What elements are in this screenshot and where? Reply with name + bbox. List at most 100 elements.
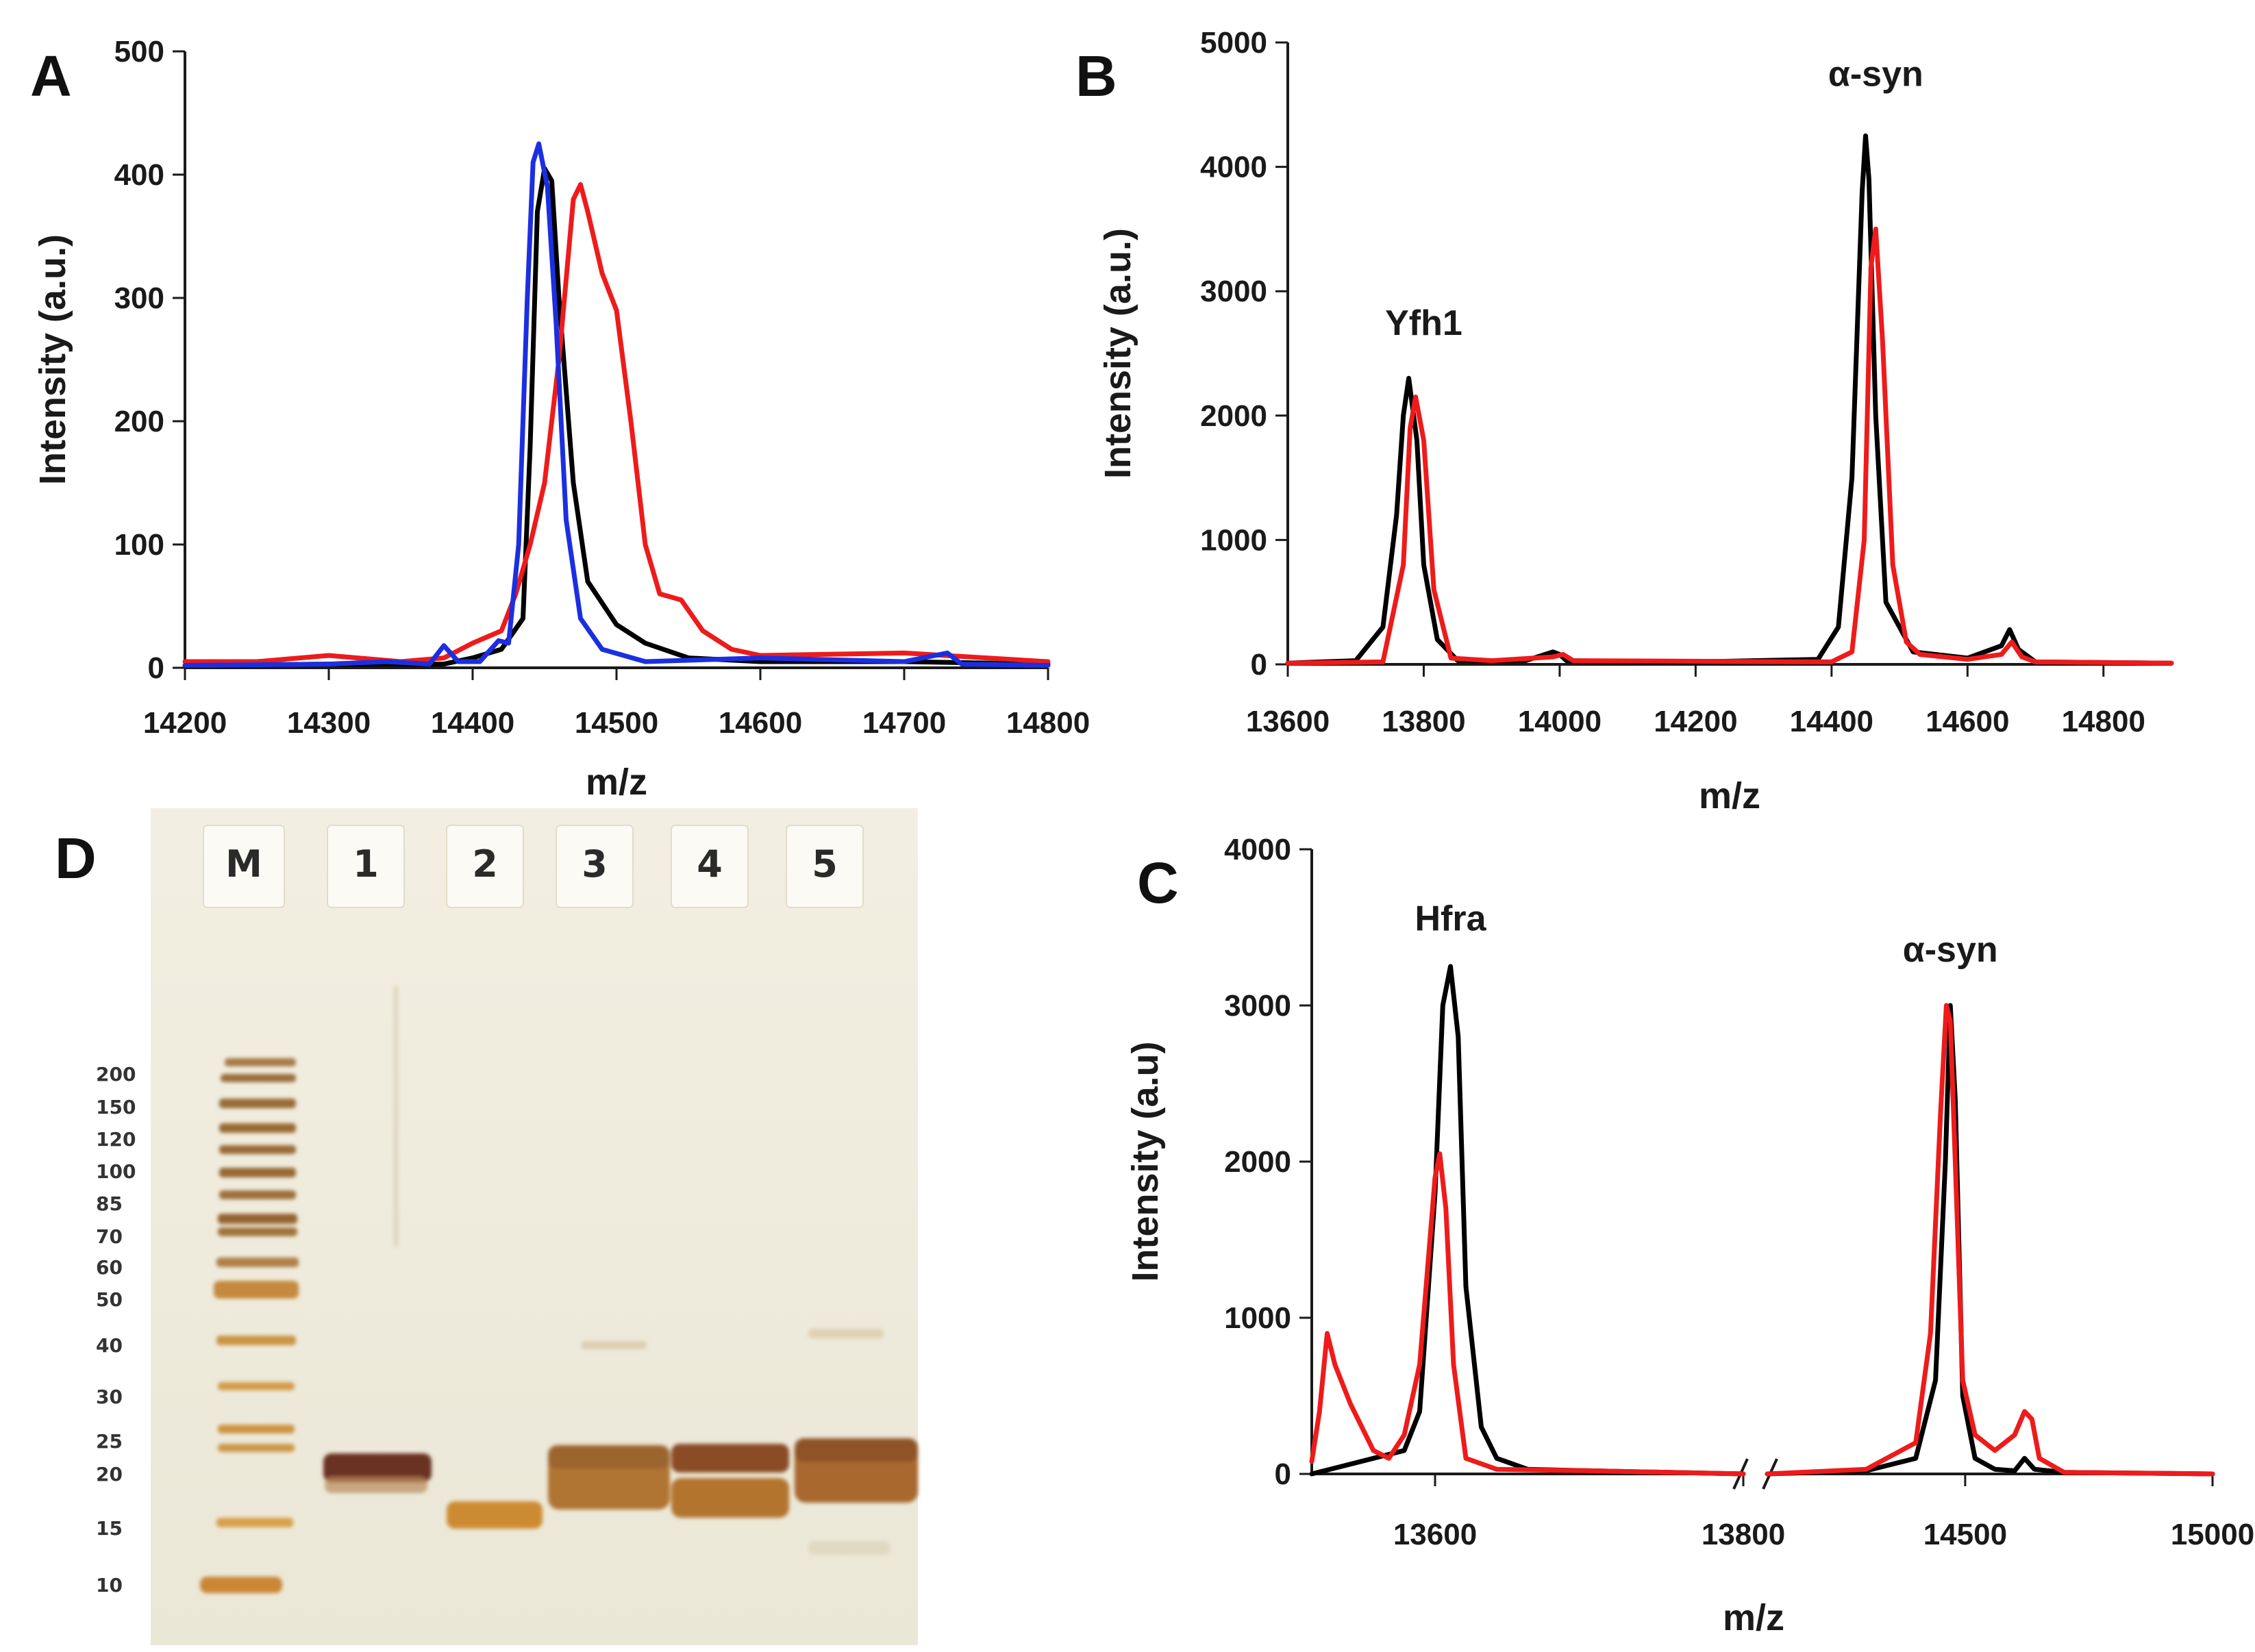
gel-sample-bands xyxy=(323,986,918,1555)
lane-2-band xyxy=(447,1501,543,1529)
x-tick-label: 14500 xyxy=(1923,1518,2007,1551)
y-tick-label: 200 xyxy=(114,405,164,438)
lane-3-band xyxy=(581,1341,647,1349)
mw-label: 30 xyxy=(96,1386,123,1408)
ladder-band xyxy=(219,1099,296,1108)
lane-5-band xyxy=(795,1438,918,1462)
y-tick-label: 0 xyxy=(1275,1457,1291,1491)
x-tick-label: 13600 xyxy=(1246,705,1330,738)
y-axis-label: Intensity (a.u) xyxy=(1125,1041,1166,1281)
x-tick-label: 14600 xyxy=(1926,705,2009,738)
mw-label: 200 xyxy=(96,1063,136,1086)
x-tick-label: 13800 xyxy=(1382,705,1465,738)
x-tick-label: 14600 xyxy=(719,706,802,740)
ladder-band xyxy=(216,1257,299,1267)
series-line-black xyxy=(1765,1003,2215,1477)
mw-label: 20 xyxy=(96,1463,123,1486)
panel-b-chart: B 0 1000 2000 3000 4000 5000 m/z Intensity (a.u.… xyxy=(1075,26,2174,816)
y-tick-label: 5000 xyxy=(1200,26,1267,60)
y-tick-label: 0 xyxy=(148,651,164,685)
peak-label: α-syn xyxy=(1828,55,1923,95)
x-tick-label: 14800 xyxy=(1006,706,1090,740)
x-tick-label: 15000 xyxy=(2171,1518,2254,1551)
mw-label: 15 xyxy=(96,1517,123,1540)
y-axis-label: Intensity (a.u.) xyxy=(1097,228,1138,479)
x-tick-label: 14500 xyxy=(575,706,658,740)
ladder-band xyxy=(225,1058,296,1066)
ladder-band xyxy=(219,1145,296,1154)
mw-label: 25 xyxy=(96,1430,123,1453)
lane-label-3: 3 xyxy=(582,842,608,886)
series-line-black xyxy=(1285,133,2174,666)
x-axis-label: m/z xyxy=(586,762,647,803)
x-tick-label: 14200 xyxy=(143,706,227,740)
x-tick-label: 13800 xyxy=(1702,1518,1785,1551)
x-tick-label: 14400 xyxy=(1790,705,1873,738)
ladder-band xyxy=(218,1382,295,1390)
panel-label-d: D xyxy=(55,826,97,890)
lane-label-2: 2 xyxy=(472,842,498,886)
series-line-red xyxy=(1285,226,2174,666)
y-tick-label: 2000 xyxy=(1200,399,1267,433)
ladder-band xyxy=(219,1190,296,1199)
gel-ladder xyxy=(200,1058,299,1593)
ladder-band xyxy=(221,1074,296,1082)
y-tick-label: 500 xyxy=(114,35,164,68)
ladder-band xyxy=(218,1444,295,1452)
y-tick-label: 4000 xyxy=(1224,833,1291,866)
y-tick-label: 0 xyxy=(1251,648,1267,681)
panel-label-a: A xyxy=(30,44,72,108)
x-tick-label: 14300 xyxy=(287,706,371,740)
lane-1-band xyxy=(323,1453,432,1482)
x-tick-label: 14200 xyxy=(1654,705,1737,738)
peak-label: α-syn xyxy=(1903,930,1998,970)
x-tick-label: 14800 xyxy=(2062,705,2145,738)
y-tick-label: 1000 xyxy=(1200,523,1267,557)
peak-label: Hfra xyxy=(1415,899,1486,939)
y-tick-label: 100 xyxy=(114,528,164,562)
y-tick-label: 1000 xyxy=(1224,1301,1291,1335)
series-line-red xyxy=(182,182,1051,664)
mw-label: 60 xyxy=(96,1256,123,1279)
x-tick-label: 14700 xyxy=(862,706,946,740)
mw-label: 85 xyxy=(96,1192,123,1215)
ladder-band xyxy=(219,1168,296,1177)
y-tick-label: 300 xyxy=(114,281,164,315)
y-tick-label: 3000 xyxy=(1224,989,1291,1023)
mw-label: 70 xyxy=(96,1225,123,1248)
panel-label-c: C xyxy=(1137,851,1179,915)
lane-label-m: M xyxy=(225,842,262,886)
ladder-band xyxy=(200,1577,282,1593)
y-tick-label: 2000 xyxy=(1224,1145,1291,1179)
mw-label: 120 xyxy=(96,1128,136,1151)
series-line-black xyxy=(1309,964,1746,1477)
lane-4-band xyxy=(671,1478,789,1518)
lane-5-band xyxy=(808,1541,890,1555)
ladder-band xyxy=(219,1123,296,1133)
gel-mw-labels: 200 150 120 100 85 70 60 50 40 30 25 20 … xyxy=(96,1063,136,1597)
y-tick-label: 400 xyxy=(114,158,164,192)
series-line-black xyxy=(182,166,1051,668)
mw-label: 40 xyxy=(96,1334,123,1357)
series-line-blue xyxy=(182,141,1051,668)
mw-label: 100 xyxy=(96,1160,136,1183)
mw-label: 150 xyxy=(96,1096,136,1118)
lane-1-band xyxy=(325,1477,427,1493)
lane-label-4: 4 xyxy=(697,842,723,886)
y-axis-label: Intensity (a.u.) xyxy=(32,234,73,485)
lane-label-1: 1 xyxy=(353,842,379,886)
smear xyxy=(394,986,398,1247)
panel-a-chart: A 0 100 200 300 400 500 m/z Intensity (a.u.) 1420… xyxy=(30,35,1090,803)
x-tick-label: 13600 xyxy=(1393,1518,1477,1551)
lane-3-band xyxy=(548,1445,670,1468)
series-line-red xyxy=(1765,1003,2215,1477)
ladder-band xyxy=(216,1336,296,1345)
mw-label: 50 xyxy=(96,1288,123,1311)
panel-c-chart: C 0 1000 2000 3000 4000 m/z Intensity (a.u) 1360… xyxy=(1125,833,2254,1638)
lane-5-band xyxy=(808,1329,884,1338)
ladder-band xyxy=(218,1425,295,1434)
ladder-band xyxy=(218,1227,297,1236)
series-line-red xyxy=(1309,1151,1746,1477)
y-tick-label: 3000 xyxy=(1200,275,1267,308)
x-axis-label: m/z xyxy=(1723,1597,1784,1638)
